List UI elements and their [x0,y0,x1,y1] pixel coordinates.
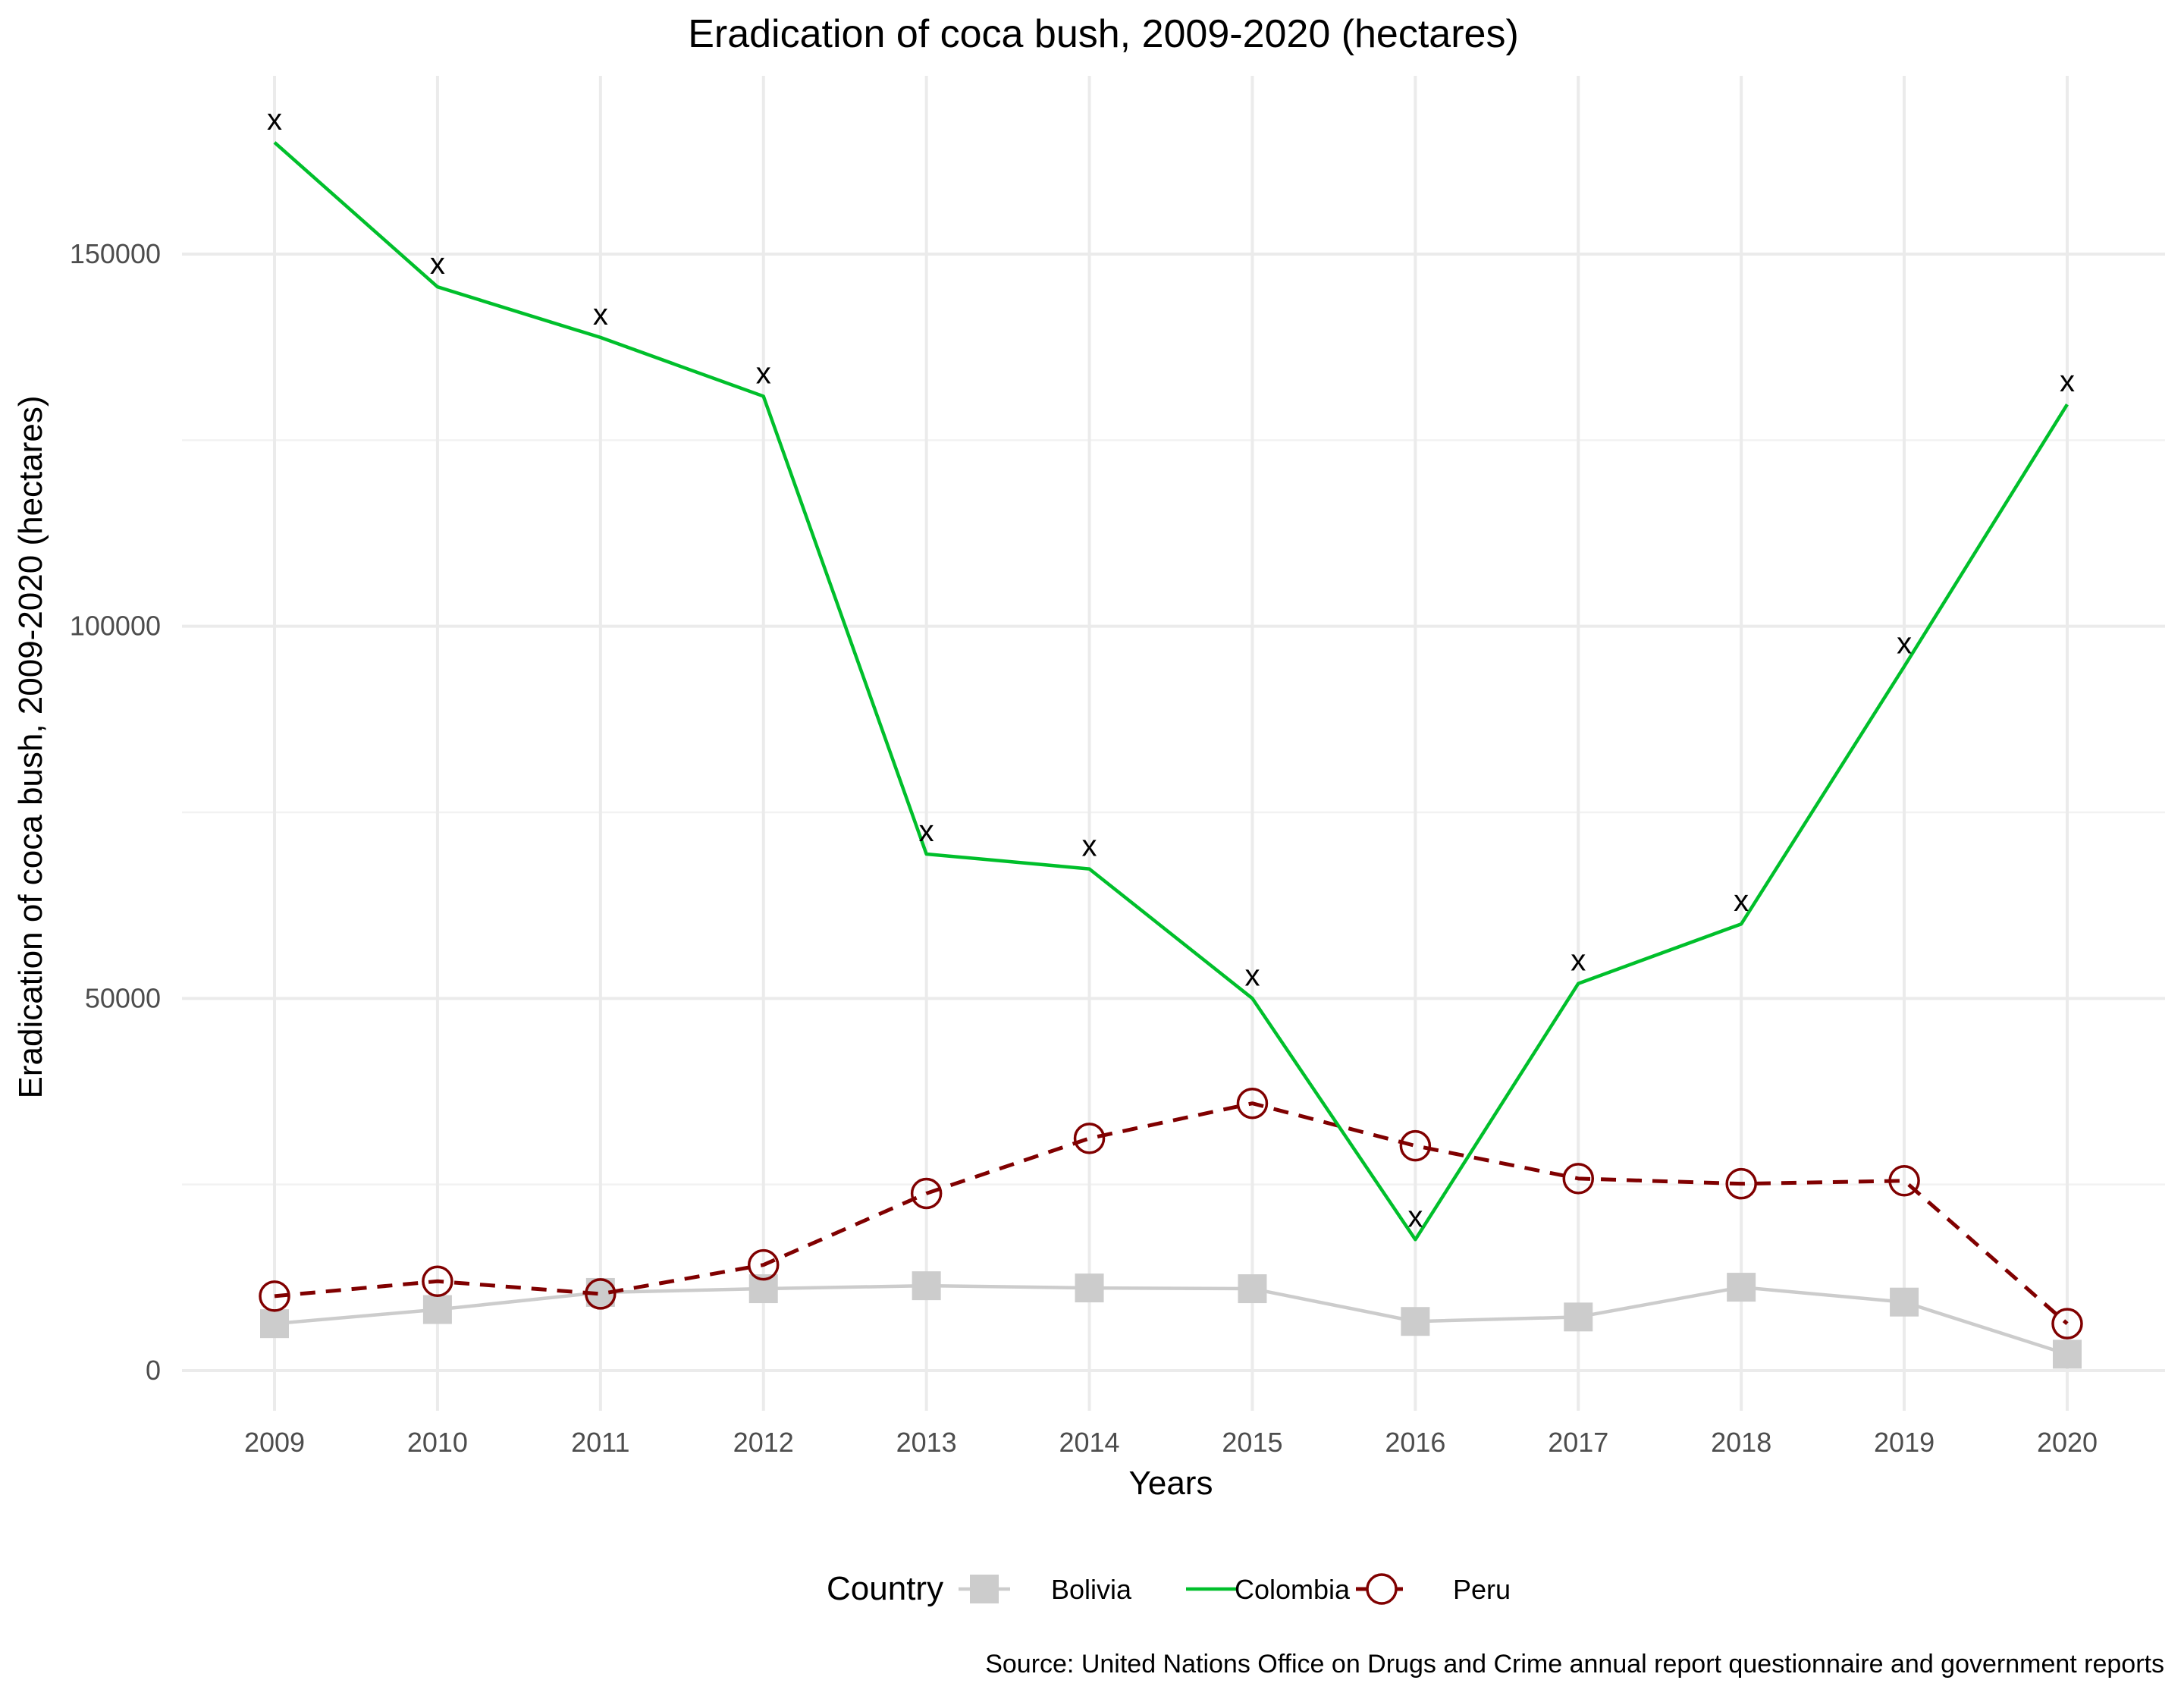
y-axis-title: Eradication of coca bush, 2009-2020 (hec… [12,395,49,1098]
peru-marker [1073,1123,1106,1154]
bolivia-marker [1075,1273,1104,1303]
x-tick-label: 2010 [407,1427,468,1458]
bolivia-line [274,1283,2068,1356]
legend-item-colombia: Colombia [1186,1574,1351,1605]
bolivia-marker [1238,1274,1267,1304]
peru-marker [747,1248,780,1281]
colombia-point-label: x [1244,959,1260,992]
bolivia-marker [422,1295,452,1324]
chart-title: Eradication of coca bush, 2009-2020 (hec… [688,12,1519,56]
legend-label: Bolivia [1051,1574,1132,1605]
peru-marker [259,1280,290,1312]
colombia-point-label: x [593,298,608,331]
y-tick-label: 0 [146,1355,161,1386]
colombia-point-label: x [1897,627,1912,661]
peru-marker [585,1278,617,1310]
x-tick-label: 2019 [1874,1427,1935,1458]
x-tick-label: 2017 [1548,1427,1608,1458]
bolivia-marker [912,1271,941,1301]
colombia-point-label: x [1082,830,1097,863]
x-axis-title: Years [1129,1465,1213,1502]
colombia-point-label: x [1734,884,1749,918]
peru-line [274,1101,2069,1326]
legend-title: Country [827,1570,943,1607]
colombia-point-label: x [1571,944,1586,978]
colombia-point-label: x [267,103,282,137]
x-tick-label: 2014 [1059,1427,1119,1458]
axes: 0 50000 100000 150000 2009 2010 2011 2012 2013 20… [70,238,2098,1458]
legend-key-marker [1366,1573,1398,1605]
legend-item-peru: Peru [1356,1573,1511,1605]
series-bolivia [260,1271,2082,1369]
colombia-point-label: x [756,356,771,390]
series-layer: x x x x x x x x x x x x [259,103,2083,1369]
bolivia-marker [1727,1273,1756,1302]
x-tick-label: 2012 [733,1427,794,1458]
peru-marker [1236,1087,1269,1120]
legend: Country Bolivia Colombia Peru [827,1570,1511,1607]
peru-marker [1888,1165,1920,1197]
grid [182,76,2165,1411]
bolivia-marker [1890,1287,1919,1317]
x-tick-label: 2013 [896,1427,957,1458]
y-tick-label: 150000 [70,238,161,269]
legend-label: Peru [1453,1574,1511,1605]
peru-marker [910,1177,943,1210]
colombia-line [273,141,2069,1242]
peru-marker [1562,1163,1595,1195]
colombia-point-label: x [2060,365,2075,398]
legend-item-bolivia: Bolivia [959,1574,1132,1605]
colombia-point-label: x [1407,1200,1423,1233]
legend-label: Colombia [1235,1574,1351,1605]
colombia-point-label: x [919,815,934,848]
peru-marker [1725,1167,1757,1200]
bolivia-marker [1564,1302,1593,1332]
y-tick-label: 100000 [70,611,161,642]
x-tick-label: 2018 [1711,1427,1771,1458]
x-tick-label: 2020 [2037,1427,2098,1458]
peru-marker [2051,1308,2083,1339]
x-tick-label: 2011 [571,1427,629,1458]
colombia-point-label: x [430,247,445,281]
bolivia-marker [2053,1339,2082,1369]
x-tick-label: 2009 [244,1427,305,1458]
peru-marker [1399,1129,1432,1162]
y-tick-label: 50000 [85,982,161,1013]
series-colombia: x x x x x x x x x x x x [267,103,2075,1242]
legend-key-marker [970,1575,999,1603]
bolivia-marker [1401,1307,1430,1336]
x-tick-label: 2016 [1385,1427,1445,1458]
series-peru [259,1087,2083,1339]
source-caption: Source: United Nations Office on Drugs a… [985,1650,2164,1679]
x-tick-label: 2015 [1222,1427,1282,1458]
bolivia-marker [260,1309,289,1339]
peru-marker [422,1265,453,1297]
